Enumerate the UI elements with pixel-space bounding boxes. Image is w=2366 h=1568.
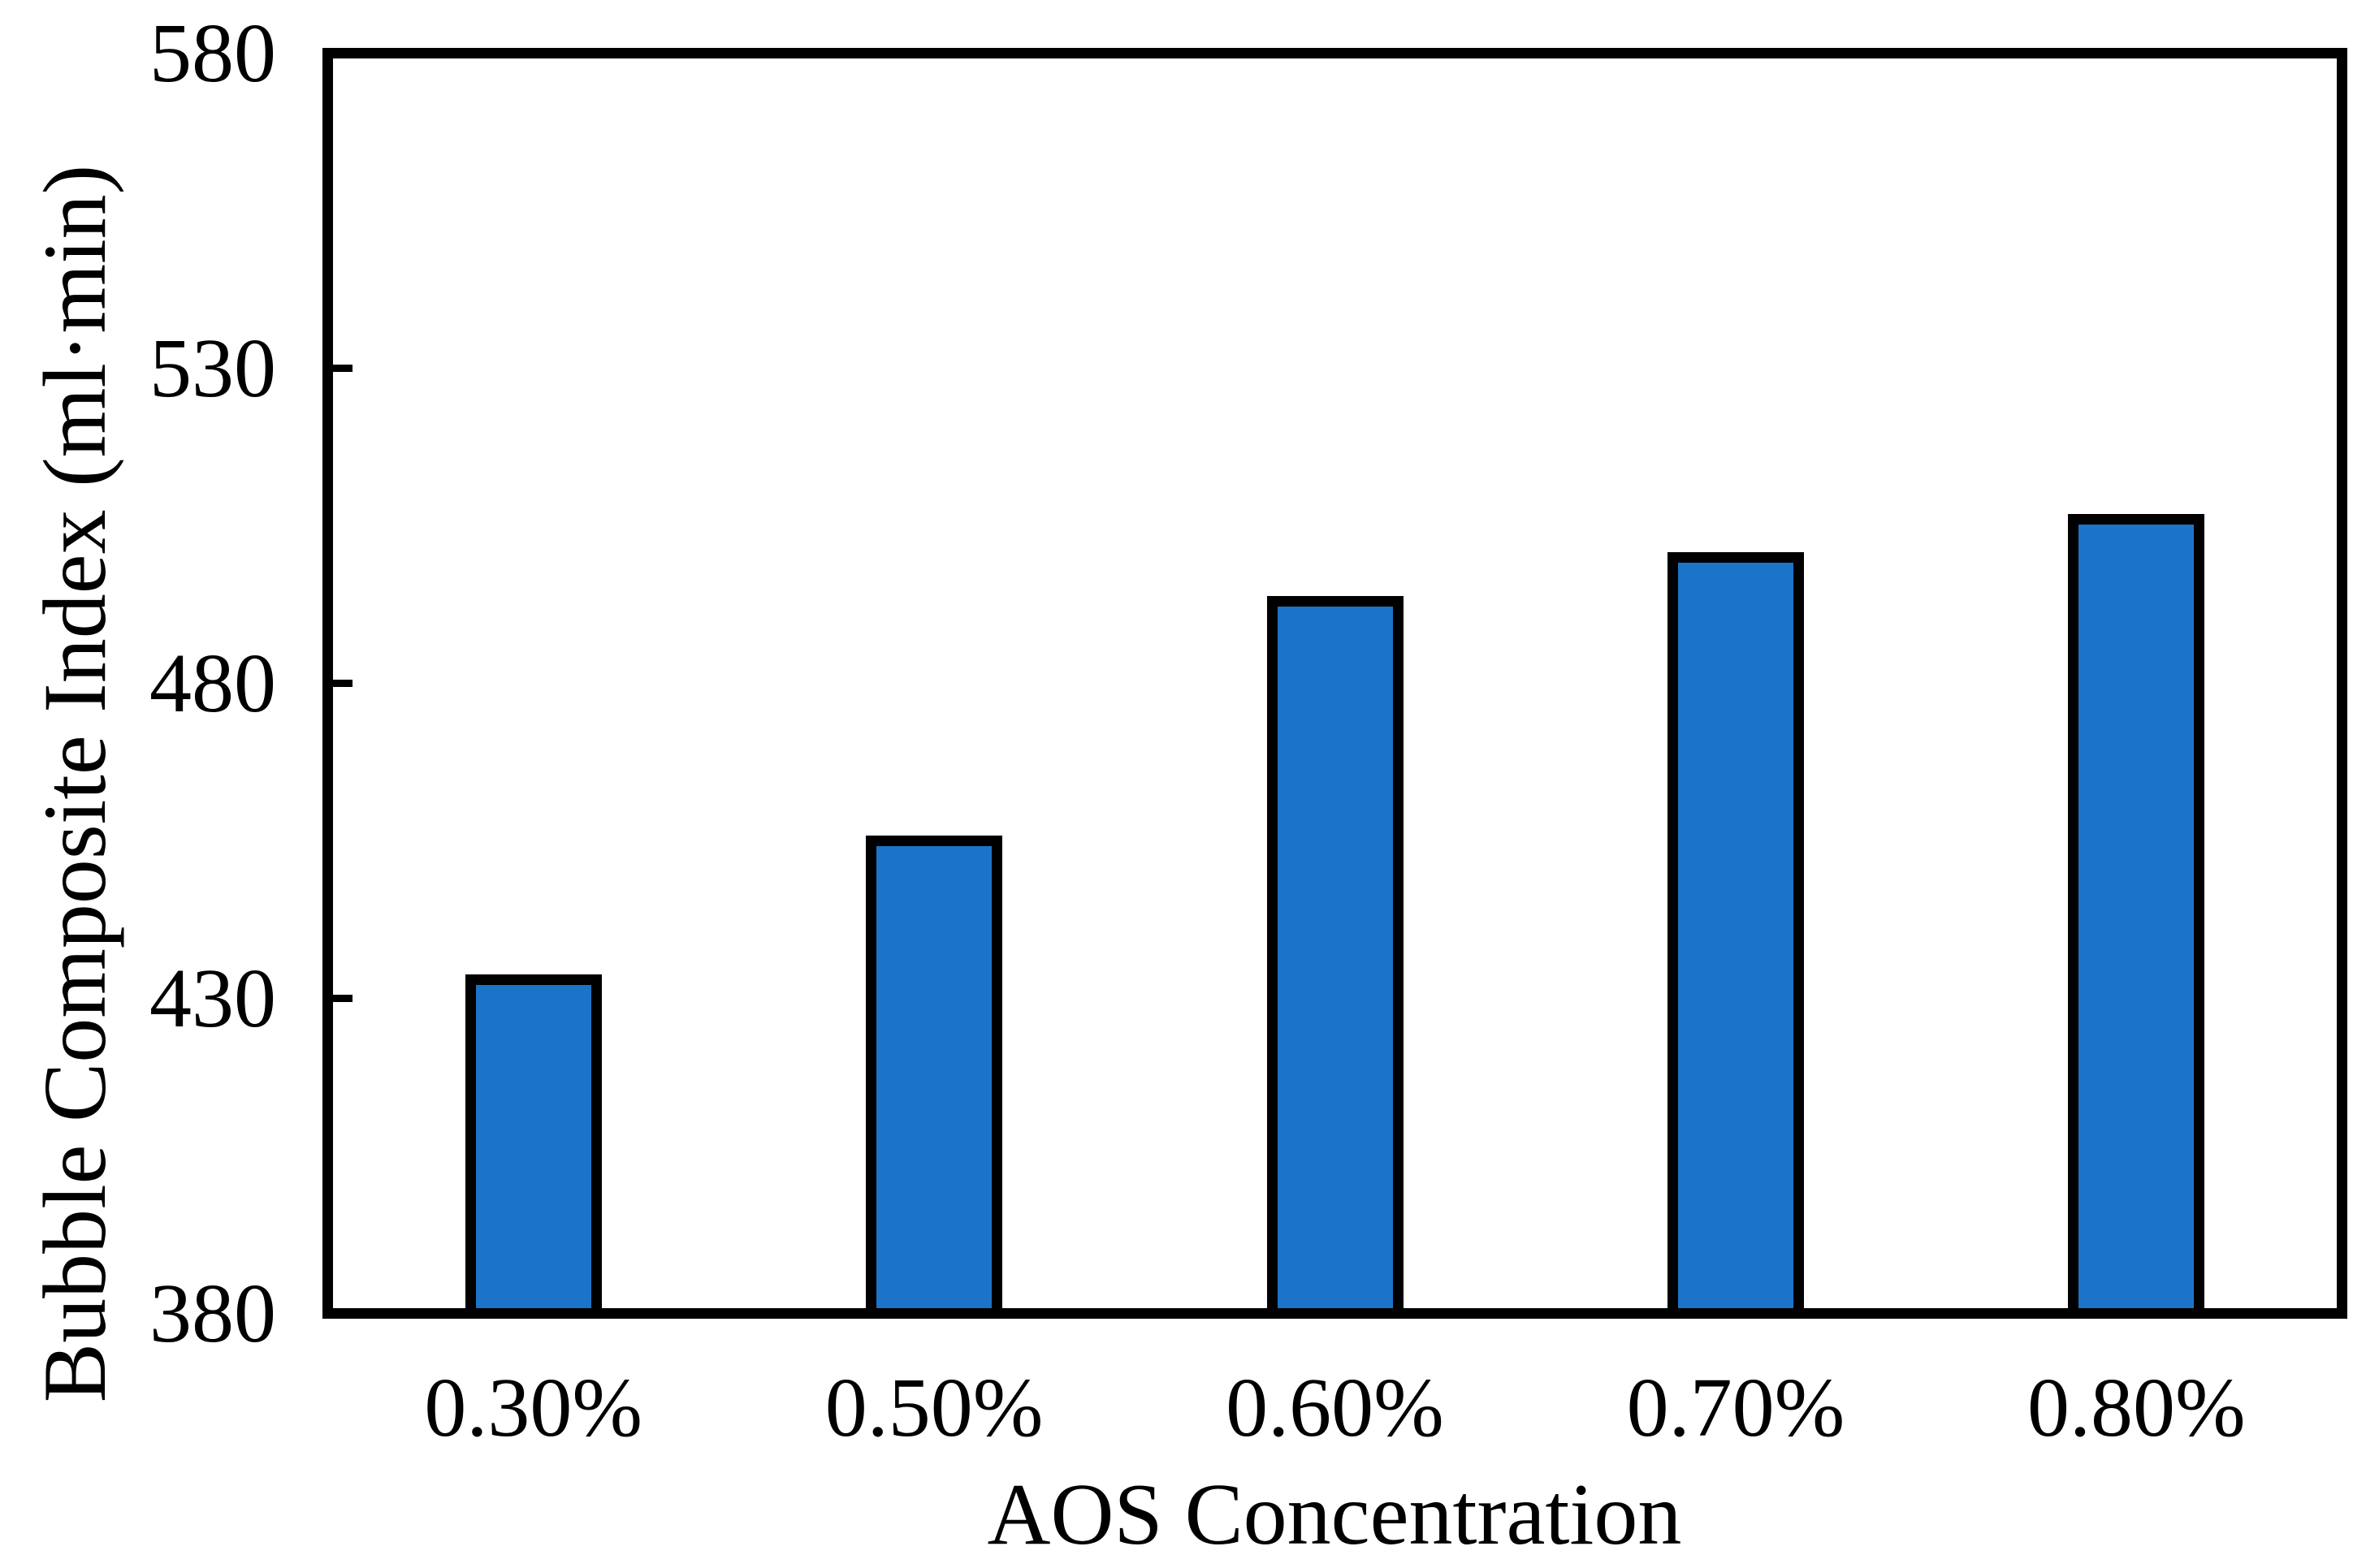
chart-bar — [1266, 596, 1404, 1308]
y-axis-tick-label: 480 — [149, 636, 276, 730]
y-axis-tick-label: 380 — [149, 1266, 276, 1360]
y-axis-tick-label: 580 — [149, 6, 276, 100]
chart-bar — [465, 974, 602, 1308]
y-axis-tick — [333, 995, 353, 1002]
chart-bar — [866, 836, 1003, 1308]
chart-bar — [2068, 514, 2205, 1308]
x-axis-tick-label: 0.80% — [2026, 1361, 2246, 1454]
y-axis-tick-label: 530 — [149, 321, 276, 415]
y-axis-tick — [333, 365, 353, 372]
x-axis-title: AOS Concentration — [987, 1466, 1682, 1563]
y-axis-tick — [333, 680, 353, 687]
x-axis-tick-label: 0.60% — [1226, 1361, 1444, 1454]
x-axis-tick-label: 0.30% — [424, 1361, 643, 1454]
x-axis-tick-label: 0.50% — [824, 1361, 1044, 1454]
chart-bar — [1667, 551, 1804, 1308]
y-axis-tick-label: 430 — [149, 951, 276, 1045]
x-axis-tick-label: 0.70% — [1626, 1361, 1845, 1454]
